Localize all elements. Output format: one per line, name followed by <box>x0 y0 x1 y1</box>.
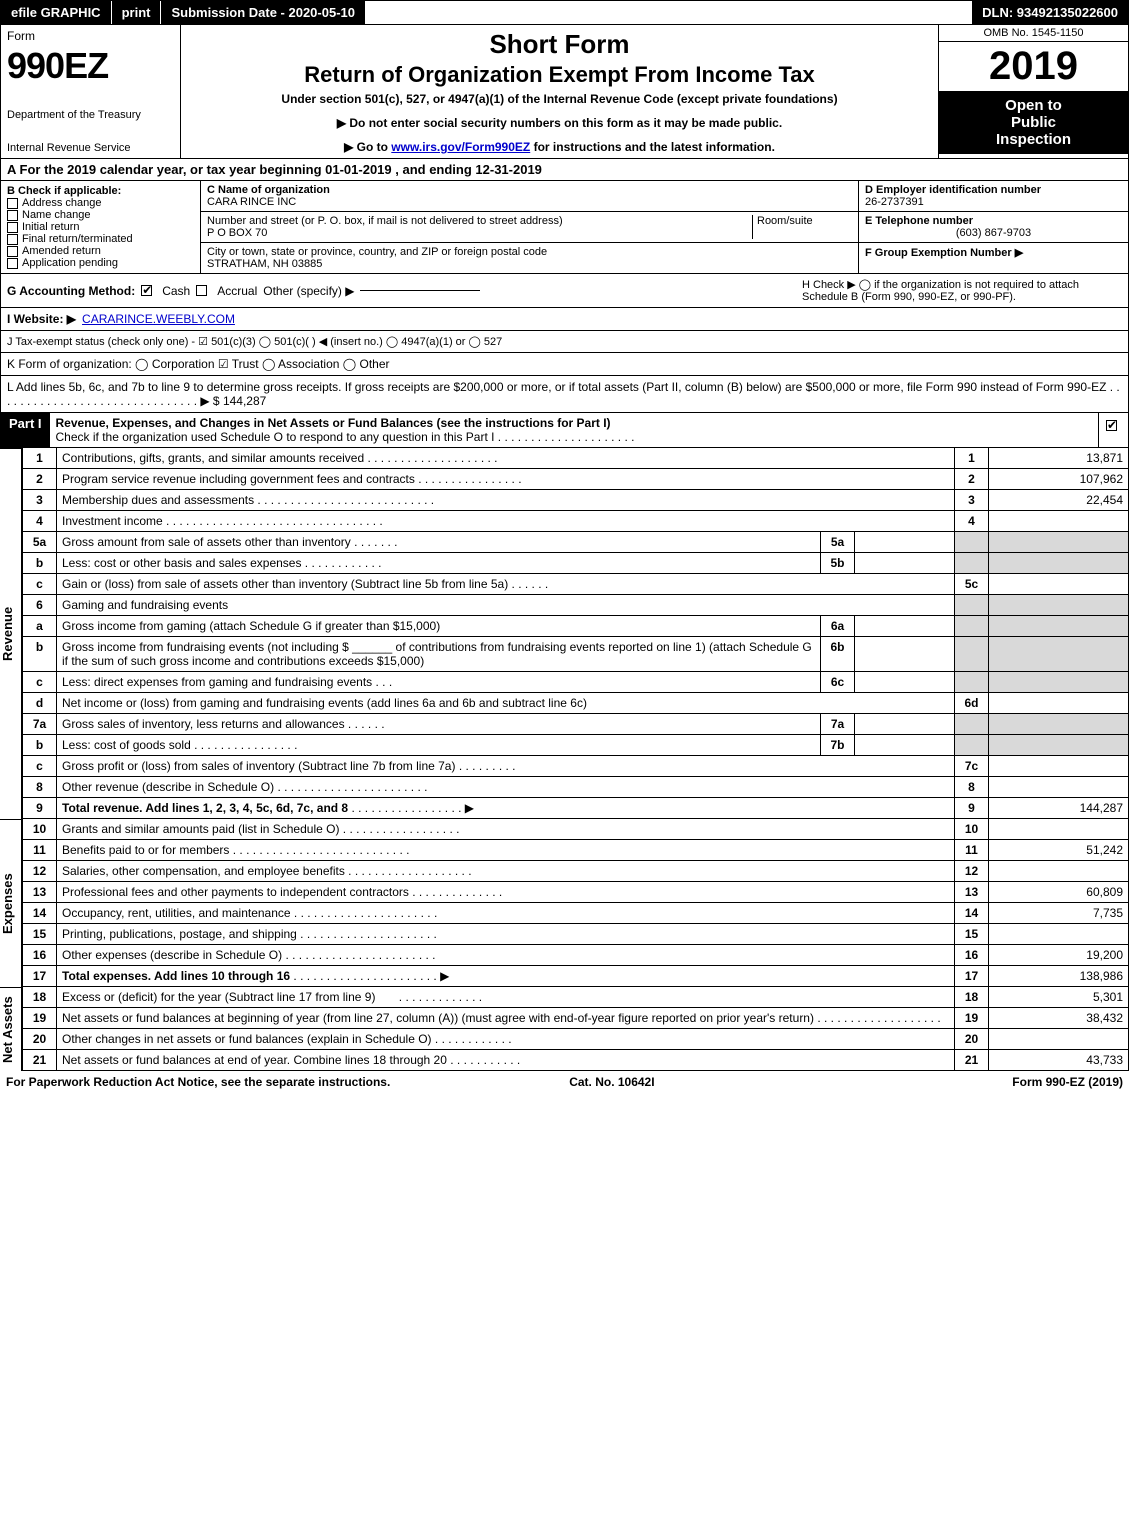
line-1: 1Contributions, gifts, grants, and simil… <box>23 448 1129 469</box>
note-goto: ▶ Go to www.irs.gov/Form990EZ for instru… <box>189 140 930 154</box>
entity-block: B Check if applicable: Address change Na… <box>0 181 1129 274</box>
tax-year: 2019 <box>939 42 1128 91</box>
line-13: 13Professional fees and other payments t… <box>23 882 1129 903</box>
tel-value: (603) 867-9703 <box>865 227 1122 239</box>
line-2: 2Program service revenue including gover… <box>23 469 1129 490</box>
footer-catno: Cat. No. 10642I <box>569 1075 654 1089</box>
netassets-table: 18Excess or (deficit) for the year (Subt… <box>22 987 1129 1071</box>
page-footer: For Paperwork Reduction Act Notice, see … <box>0 1071 1129 1093</box>
line-7b: bLess: cost of goods sold . . . . . . . … <box>23 735 1129 756</box>
chk-name-change[interactable] <box>7 210 18 221</box>
line-12: 12Salaries, other compensation, and empl… <box>23 861 1129 882</box>
chk-address-change[interactable] <box>7 198 18 209</box>
part1-header: Part I Revenue, Expenses, and Changes in… <box>0 413 1129 448</box>
form-number: 990EZ <box>7 45 174 87</box>
dept-treasury: Department of the Treasury <box>7 109 174 121</box>
org-street: P O BOX 70 <box>207 227 752 239</box>
c-city-label: City or town, state or province, country… <box>207 246 547 258</box>
line-9: 9Total revenue. Add lines 1, 2, 3, 4, 5c… <box>23 798 1129 819</box>
row-L: L Add lines 5b, 6c, and 7b to line 9 to … <box>0 376 1129 413</box>
line-7a: 7aGross sales of inventory, less returns… <box>23 714 1129 735</box>
line-16: 16Other expenses (describe in Schedule O… <box>23 945 1129 966</box>
chk-schedule-o[interactable] <box>1106 420 1117 431</box>
org-city: STRATHAM, NH 03885 <box>207 258 547 270</box>
line-6: 6Gaming and fundraising events <box>23 595 1129 616</box>
line-7c: cGross profit or (loss) from sales of in… <box>23 756 1129 777</box>
line-4: 4Investment income . . . . . . . . . . .… <box>23 511 1129 532</box>
line-6a: aGross income from gaming (attach Schedu… <box>23 616 1129 637</box>
dept-irs: Internal Revenue Service <box>7 142 174 154</box>
group-exemption-label: F Group Exemption Number ▶ <box>865 246 1122 259</box>
c-name-label: C Name of organization <box>207 184 852 196</box>
block-D: D Employer identification number 26-2737… <box>858 181 1128 273</box>
tel-label: E Telephone number <box>865 215 1122 227</box>
line-6c: cLess: direct expenses from gaming and f… <box>23 672 1129 693</box>
part1-bar: Part I <box>1 413 50 447</box>
g-label: G Accounting Method: <box>7 284 135 298</box>
part1-sub: Check if the organization used Schedule … <box>56 430 635 444</box>
chk-final-return[interactable] <box>7 234 18 245</box>
line-11: 11Benefits paid to or for members . . . … <box>23 840 1129 861</box>
form-word: Form <box>7 29 174 43</box>
block-B: B Check if applicable: Address change Na… <box>1 181 201 273</box>
section-expenses: Expenses <box>0 819 22 987</box>
line-5a: 5aGross amount from sale of assets other… <box>23 532 1129 553</box>
room-suite-label: Room/suite <box>752 215 852 239</box>
row-I: I Website: ▶ CARARINCE.WEEBLY.COM <box>0 308 1129 331</box>
note-ssn: ▶ Do not enter social security numbers o… <box>189 116 930 130</box>
link-irs[interactable]: www.irs.gov/Form990EZ <box>391 140 530 154</box>
top-bar: efile GRAPHIC print Submission Date - 20… <box>0 0 1129 25</box>
i-label: I Website: ▶ <box>7 312 76 326</box>
ein-label: D Employer identification number <box>865 184 1122 196</box>
print-button[interactable]: print <box>112 1 162 24</box>
line-20: 20Other changes in net assets or fund ba… <box>23 1029 1129 1050</box>
line-14: 14Occupancy, rent, utilities, and mainte… <box>23 903 1129 924</box>
line-15: 15Printing, publications, postage, and s… <box>23 924 1129 945</box>
h-text: H Check ▶ ◯ if the organization is not r… <box>802 278 1122 303</box>
c-street-label: Number and street (or P. O. box, if mail… <box>207 215 752 227</box>
part1-title: Revenue, Expenses, and Changes in Net As… <box>56 416 611 430</box>
row-J: J Tax-exempt status (check only one) - ☑… <box>0 331 1129 353</box>
form-header: Form 990EZ Department of the Treasury In… <box>0 25 1129 159</box>
website-link[interactable]: CARARINCE.WEEBLY.COM <box>82 312 235 326</box>
title-return: Return of Organization Exempt From Incom… <box>189 62 930 88</box>
section-revenue: Revenue <box>0 448 22 819</box>
line-3: 3Membership dues and assessments . . . .… <box>23 490 1129 511</box>
title-short-form: Short Form <box>189 29 930 60</box>
line-18: 18Excess or (deficit) for the year (Subt… <box>23 987 1129 1008</box>
block-C: C Name of organization CARA RINCE INC Nu… <box>201 181 858 273</box>
line-5b: bLess: cost or other basis and sales exp… <box>23 553 1129 574</box>
dln: DLN: 93492135022600 <box>972 1 1128 24</box>
line-8: 8Other revenue (describe in Schedule O) … <box>23 777 1129 798</box>
submission-date: Submission Date - 2020-05-10 <box>161 1 365 24</box>
chk-cash[interactable] <box>141 285 152 296</box>
line-A: A For the 2019 calendar year, or tax yea… <box>0 159 1129 181</box>
efile-label: efile GRAPHIC <box>1 1 112 24</box>
line-5c: cGain or (loss) from sale of assets othe… <box>23 574 1129 595</box>
footer-left: For Paperwork Reduction Act Notice, see … <box>6 1075 390 1089</box>
footer-right: Form 990-EZ (2019) <box>1012 1075 1123 1089</box>
line-21: 21Net assets or fund balances at end of … <box>23 1050 1129 1071</box>
chk-accrual[interactable] <box>196 285 207 296</box>
org-name: CARA RINCE INC <box>207 196 852 208</box>
ein-value: 26-2737391 <box>865 196 1122 208</box>
line-6b: bGross income from fundraising events (n… <box>23 637 1129 672</box>
line-6d: dNet income or (loss) from gaming and fu… <box>23 693 1129 714</box>
revenue-table: 1Contributions, gifts, grants, and simil… <box>22 448 1129 819</box>
open-inspection: Open to Public Inspection <box>939 91 1128 154</box>
line-19: 19Net assets or fund balances at beginni… <box>23 1008 1129 1029</box>
subtitle-under: Under section 501(c), 527, or 4947(a)(1)… <box>189 92 930 106</box>
line-10: 10Grants and similar amounts paid (list … <box>23 819 1129 840</box>
expenses-table: 10Grants and similar amounts paid (list … <box>22 819 1129 987</box>
chk-initial-return[interactable] <box>7 222 18 233</box>
omb-number: OMB No. 1545-1150 <box>939 25 1128 42</box>
chk-amended[interactable] <box>7 246 18 257</box>
chk-pending[interactable] <box>7 258 18 269</box>
line-17: 17Total expenses. Add lines 10 through 1… <box>23 966 1129 987</box>
row-K: K Form of organization: ◯ Corporation ☑ … <box>0 353 1129 376</box>
row-GH: G Accounting Method: Cash Accrual Other … <box>0 274 1129 308</box>
section-netassets: Net Assets <box>0 987 22 1071</box>
